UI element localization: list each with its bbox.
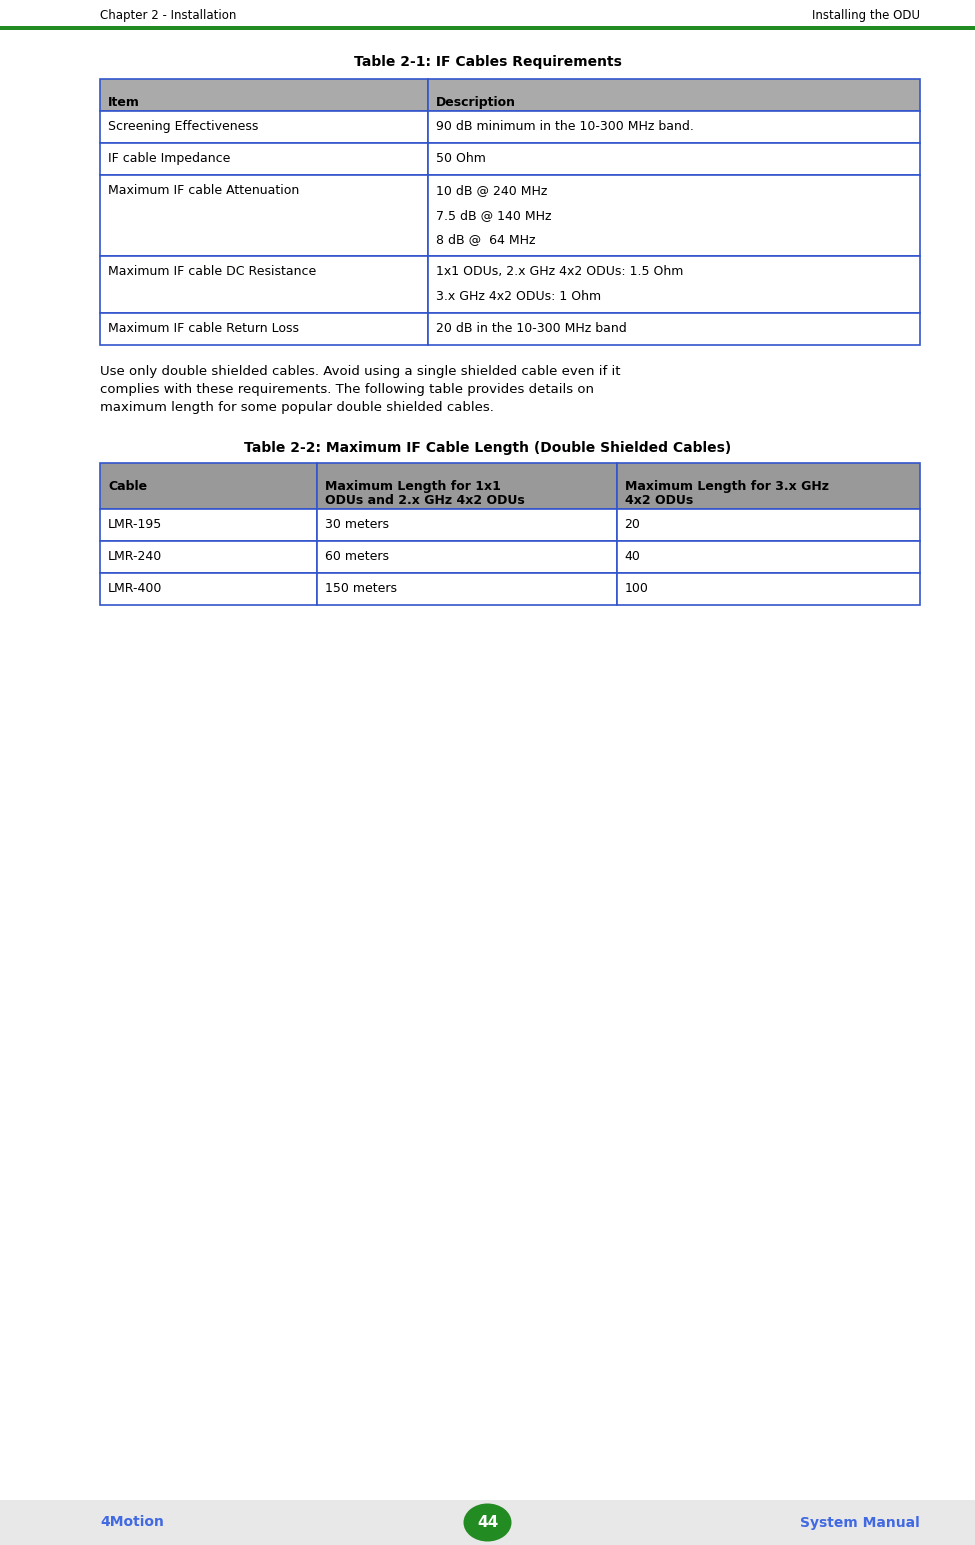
Bar xyxy=(428,79,920,111)
Text: Maximum Length for 3.x GHz: Maximum Length for 3.x GHz xyxy=(625,480,829,493)
Bar xyxy=(428,175,920,256)
Text: LMR-400: LMR-400 xyxy=(108,582,163,595)
Bar xyxy=(100,175,428,256)
Text: Maximum IF cable Return Loss: Maximum IF cable Return Loss xyxy=(108,321,299,335)
Bar xyxy=(0,1500,975,1545)
Text: 90 dB minimum in the 10-300 MHz band.: 90 dB minimum in the 10-300 MHz band. xyxy=(436,121,694,133)
Bar xyxy=(100,79,428,111)
Bar xyxy=(100,464,317,508)
Text: 4x2 ODUs: 4x2 ODUs xyxy=(625,494,693,507)
Text: 7.5 dB @ 140 MHz: 7.5 dB @ 140 MHz xyxy=(436,209,552,221)
Bar xyxy=(428,256,920,314)
Bar xyxy=(428,111,920,144)
Bar xyxy=(616,508,920,541)
Text: 50 Ohm: 50 Ohm xyxy=(436,151,486,165)
Text: LMR-240: LMR-240 xyxy=(108,550,162,562)
Text: Screening Effectiveness: Screening Effectiveness xyxy=(108,121,258,133)
Text: 150 meters: 150 meters xyxy=(326,582,397,595)
Text: maximum length for some popular double shielded cables.: maximum length for some popular double s… xyxy=(100,402,494,414)
Text: Use only double shielded cables. Avoid using a single shielded cable even if it: Use only double shielded cables. Avoid u… xyxy=(100,365,620,379)
Bar xyxy=(100,573,317,604)
Bar xyxy=(317,464,616,508)
Text: 1x1 ODUs, 2.x GHz 4x2 ODUs: 1.5 Ohm: 1x1 ODUs, 2.x GHz 4x2 ODUs: 1.5 Ohm xyxy=(436,266,683,278)
Text: 4Motion: 4Motion xyxy=(100,1516,164,1530)
Text: IF cable Impedance: IF cable Impedance xyxy=(108,151,230,165)
Text: Table 2-1: IF Cables Requirements: Table 2-1: IF Cables Requirements xyxy=(354,56,621,70)
Text: Maximum IF cable Attenuation: Maximum IF cable Attenuation xyxy=(108,184,299,196)
Text: Chapter 2 - Installation: Chapter 2 - Installation xyxy=(100,9,236,23)
Text: 20: 20 xyxy=(625,518,641,531)
Text: 8 dB @  64 MHz: 8 dB @ 64 MHz xyxy=(436,233,535,246)
Text: 40: 40 xyxy=(625,550,641,562)
Bar xyxy=(100,541,317,573)
Text: 10 dB @ 240 MHz: 10 dB @ 240 MHz xyxy=(436,184,547,196)
Ellipse shape xyxy=(463,1503,512,1542)
Bar xyxy=(0,26,975,29)
Bar xyxy=(100,314,428,345)
Text: Description: Description xyxy=(436,96,516,110)
Bar xyxy=(428,314,920,345)
Text: Maximum IF cable DC Resistance: Maximum IF cable DC Resistance xyxy=(108,266,316,278)
Text: 100: 100 xyxy=(625,582,648,595)
Text: ODUs and 2.x GHz 4x2 ODUs: ODUs and 2.x GHz 4x2 ODUs xyxy=(326,494,526,507)
Text: Cable: Cable xyxy=(108,480,147,493)
Bar xyxy=(100,144,428,175)
Text: Table 2-2: Maximum IF Cable Length (Double Shielded Cables): Table 2-2: Maximum IF Cable Length (Doub… xyxy=(244,440,731,454)
Text: LMR-195: LMR-195 xyxy=(108,518,162,531)
Text: Maximum Length for 1x1: Maximum Length for 1x1 xyxy=(326,480,501,493)
Text: 60 meters: 60 meters xyxy=(326,550,389,562)
Text: Installing the ODU: Installing the ODU xyxy=(812,9,920,23)
Bar xyxy=(616,573,920,604)
Text: System Manual: System Manual xyxy=(800,1516,920,1530)
Text: 20 dB in the 10-300 MHz band: 20 dB in the 10-300 MHz band xyxy=(436,321,627,335)
Bar xyxy=(616,541,920,573)
Text: 44: 44 xyxy=(477,1516,498,1530)
Bar xyxy=(317,508,616,541)
Bar xyxy=(317,541,616,573)
Text: complies with these requirements. The following table provides details on: complies with these requirements. The fo… xyxy=(100,383,594,396)
Text: Item: Item xyxy=(108,96,139,110)
Bar xyxy=(616,464,920,508)
Bar xyxy=(428,144,920,175)
Bar xyxy=(100,256,428,314)
Bar xyxy=(100,508,317,541)
Text: 30 meters: 30 meters xyxy=(326,518,389,531)
Bar xyxy=(317,573,616,604)
Text: 3.x GHz 4x2 ODUs: 1 Ohm: 3.x GHz 4x2 ODUs: 1 Ohm xyxy=(436,290,602,303)
Bar xyxy=(100,111,428,144)
